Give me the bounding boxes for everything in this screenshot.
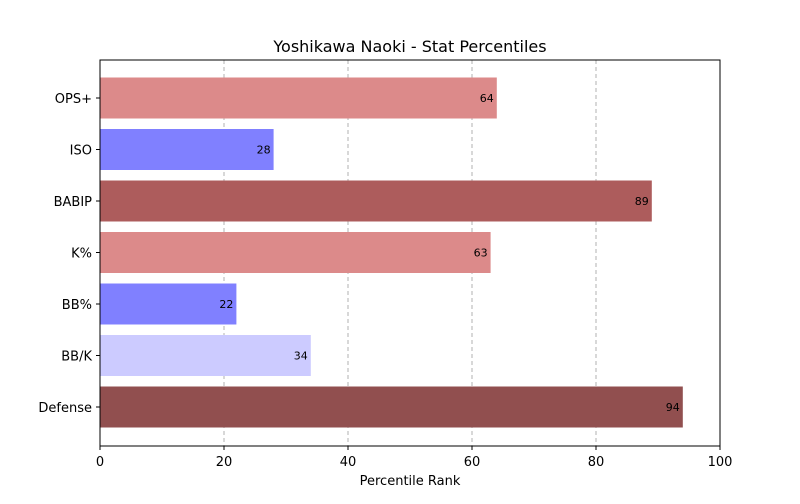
y-tick-label: BABIP xyxy=(54,195,93,210)
bar-k- xyxy=(100,232,491,273)
data-label: 28 xyxy=(257,144,271,157)
data-label: 64 xyxy=(480,92,494,105)
data-label: 22 xyxy=(219,298,233,311)
y-tick-label: BB/K xyxy=(61,350,92,365)
x-tick-label: 40 xyxy=(340,455,357,470)
x-tick-label: 80 xyxy=(588,455,605,470)
data-label: 63 xyxy=(474,247,488,260)
bar-bb- xyxy=(100,283,237,325)
y-tick-label: K% xyxy=(71,247,92,262)
data-labels: 64 28 89 63 22 34 94 xyxy=(219,92,679,414)
x-axis-ticks: 0 20 40 60 80 100 xyxy=(96,446,733,470)
bars xyxy=(100,77,683,428)
y-tick-label: OPS+ xyxy=(55,92,92,107)
bar-bb-k xyxy=(100,335,311,376)
bar-defense xyxy=(100,386,683,428)
x-tick-label: 0 xyxy=(96,455,104,470)
bar-babip xyxy=(100,180,652,222)
data-label: 34 xyxy=(294,350,308,363)
x-axis-label: Percentile Rank xyxy=(360,474,461,489)
y-axis-ticks: OPS+ ISO BABIP K% BB% BB/K Defense xyxy=(38,92,100,416)
x-tick-label: 100 xyxy=(708,455,733,470)
y-tick-label: BB% xyxy=(62,298,92,313)
x-tick-label: 60 xyxy=(464,455,481,470)
bar-iso xyxy=(100,129,274,170)
chart-title: Yoshikawa Naoki - Stat Percentiles xyxy=(272,37,546,56)
data-label: 94 xyxy=(666,401,680,414)
y-tick-label: Defense xyxy=(38,401,92,416)
bar-ops- xyxy=(100,77,497,119)
data-label: 89 xyxy=(635,195,649,208)
x-tick-label: 20 xyxy=(216,455,233,470)
y-tick-label: ISO xyxy=(70,144,92,159)
